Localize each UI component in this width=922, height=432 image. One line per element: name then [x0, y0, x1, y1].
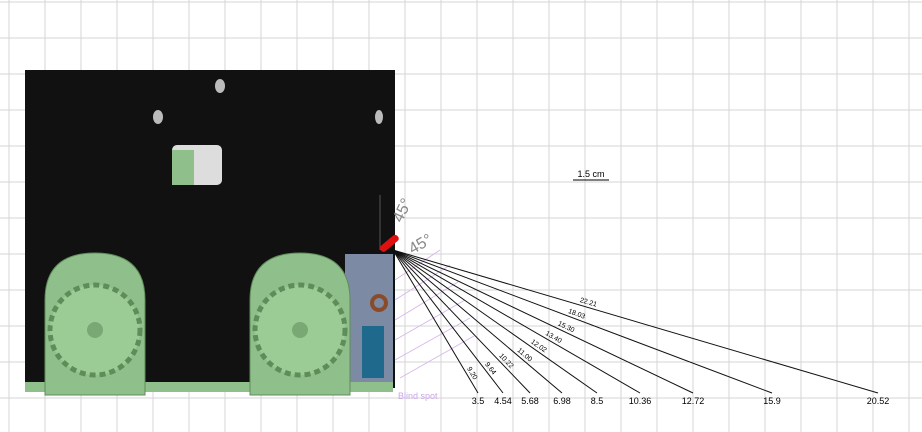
hole: [215, 79, 225, 93]
blind-spot-hatch: [394, 249, 475, 379]
hole: [153, 110, 163, 124]
wheel-right: [249, 252, 351, 396]
wheel-left: [44, 252, 146, 396]
ray: [392, 249, 598, 394]
distance-label: 4.54: [494, 396, 512, 406]
length-label: 9.64: [483, 361, 497, 376]
bolt: [370, 294, 388, 312]
distance-label: 12.72: [682, 396, 705, 406]
length-label: 22.21: [579, 297, 598, 309]
distance-label: 6.98: [553, 396, 571, 406]
base-plate: [25, 382, 393, 392]
hole: [375, 110, 383, 124]
rays: 3.59.204.549.645.6810.226.9811.008.512.0…: [392, 249, 890, 406]
sensor: [379, 234, 399, 252]
ray: [392, 249, 694, 394]
ray: [392, 249, 641, 394]
distance-label: 3.5: [472, 396, 485, 406]
ray: [392, 249, 879, 394]
distance-label: 5.68: [521, 396, 539, 406]
ray: [392, 249, 504, 394]
length-label: 9.20: [465, 366, 478, 381]
ray: [392, 249, 531, 394]
distance-label: 10.36: [629, 396, 652, 406]
distance-label: 8.5: [591, 396, 604, 406]
window-part: [172, 150, 194, 185]
battery: [362, 326, 384, 378]
blind-spot-label: Blind spot: [398, 391, 438, 401]
ray: [392, 249, 563, 394]
distance-label: 20.52: [867, 396, 890, 406]
ray: [392, 249, 479, 394]
distance-label: 15.9: [763, 396, 781, 406]
ray: [392, 249, 773, 394]
scale-label: 1.5 cm: [577, 169, 604, 179]
